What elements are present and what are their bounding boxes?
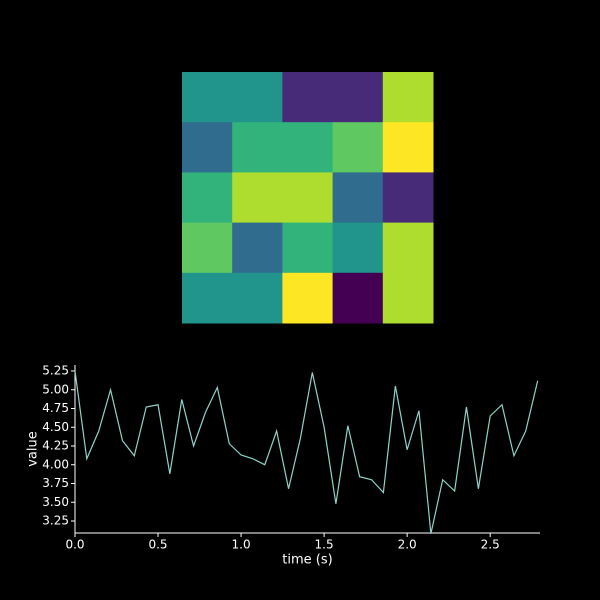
- y-tick-label: 4.25: [42, 439, 69, 453]
- heatmap-cell: [332, 72, 384, 123]
- x-tick-label: 0.5: [148, 538, 167, 552]
- heatmap-cell: [182, 122, 233, 173]
- heatmap-cell: [332, 172, 384, 224]
- heatmap-cell: [182, 222, 233, 274]
- heatmap-cell: [232, 272, 283, 324]
- heatmap-cell: [382, 172, 434, 224]
- y-axis-label: value: [26, 431, 41, 467]
- heatmap-cell: [232, 122, 283, 173]
- heatmap-cell: [382, 122, 434, 173]
- x-tick-label: 1.0: [232, 538, 251, 552]
- heatmap-cell: [232, 222, 283, 274]
- y-tick-label: 4.50: [42, 420, 69, 434]
- heatmap-cell: [282, 172, 334, 224]
- heatmap-cell: [232, 72, 283, 123]
- heatmap-cell: [282, 222, 334, 274]
- y-tick-label: 3.25: [42, 514, 69, 528]
- heatmap-cell: [182, 272, 233, 324]
- x-tick-label: 2.5: [481, 538, 500, 552]
- heatmap-cell: [382, 72, 434, 123]
- heatmap-cell: [382, 272, 434, 324]
- heatmap-cell: [182, 172, 233, 224]
- heatmap-cell: [282, 72, 334, 123]
- y-tick-label: 3.75: [42, 476, 69, 490]
- heatmap-cell: [332, 272, 384, 324]
- y-tick-label: 4.75: [42, 401, 69, 415]
- heatmap-cell: [282, 122, 334, 173]
- heatmap-cell: [282, 272, 334, 324]
- x-tick-label: 0.0: [65, 538, 84, 552]
- y-tick-label: 3.50: [42, 495, 69, 509]
- y-tick-label: 5.25: [42, 364, 69, 378]
- heatmap-cell: [382, 222, 434, 274]
- y-tick-label: 5.00: [42, 382, 69, 396]
- heatmap-cell: [332, 122, 384, 173]
- line: [74, 370, 539, 534]
- heatmap-cell: [232, 172, 283, 224]
- heatmap-cell: [182, 72, 233, 123]
- x-tick-label: 1.5: [315, 538, 334, 552]
- x-tick-label: 2.0: [398, 538, 417, 552]
- heatmap-cell: [332, 222, 384, 274]
- y-tick-label: 4.00: [42, 457, 69, 471]
- x-axis-label: time (s): [282, 553, 332, 568]
